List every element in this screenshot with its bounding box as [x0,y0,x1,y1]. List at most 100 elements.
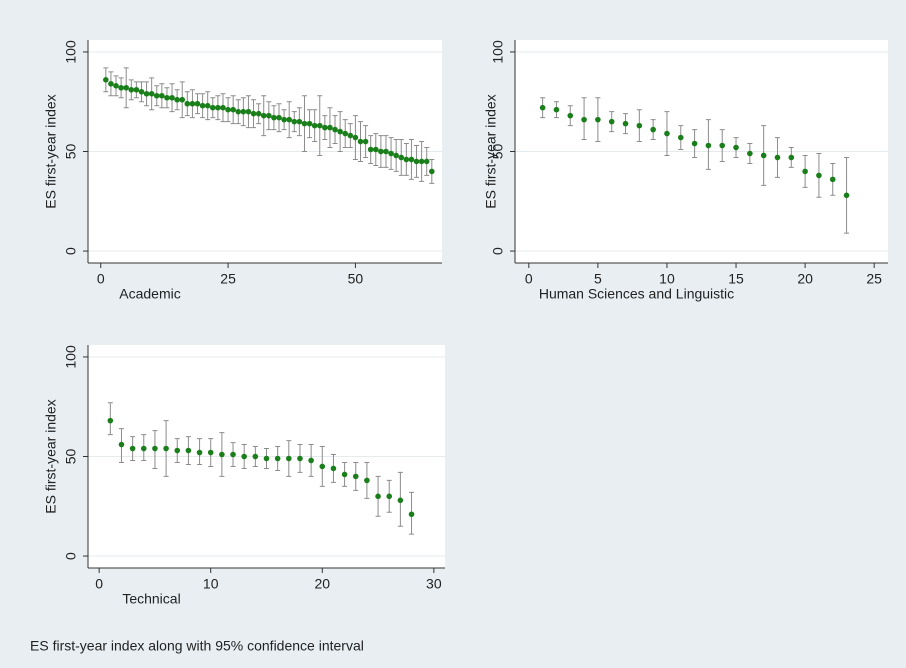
y-tick-label: 100 [490,40,506,64]
point [705,142,712,149]
point [174,447,181,454]
point [802,168,808,175]
point [140,445,147,452]
point [664,130,670,137]
point [286,455,292,462]
point [296,118,303,125]
point [185,447,192,454]
point [164,94,170,101]
point [245,108,252,115]
point [129,445,136,452]
point [327,124,333,131]
point [133,86,140,93]
point [199,102,206,109]
point [235,108,242,115]
point [225,106,231,113]
y-tick-label: 100 [63,40,79,64]
x-tick-label: 10 [203,576,219,592]
point [230,106,236,113]
point [174,96,180,103]
x-axis-label: Academic [119,286,180,302]
point [276,114,282,121]
point [107,417,114,424]
point [316,122,323,129]
point [429,168,435,175]
point [393,152,399,159]
point [274,455,281,462]
point [184,100,191,107]
point [342,130,349,137]
point [266,112,272,119]
point [194,100,201,107]
point [219,451,225,458]
point [143,90,150,97]
x-tick-label: 20 [797,271,813,287]
y-tick-label: 0 [63,247,79,255]
point [286,116,292,123]
y-tick-label: 0 [63,552,79,560]
x-tick-label: 5 [594,271,602,287]
point [397,497,404,504]
point [220,104,226,111]
point [291,118,298,125]
point [367,146,374,153]
point [398,154,405,161]
point [362,138,369,145]
point [733,144,739,151]
point [388,150,394,157]
point [241,453,247,460]
point [204,102,211,109]
point [301,120,308,127]
x-tick-label: 10 [659,271,675,287]
point [383,148,389,155]
y-axis-label: ES first-year index [43,94,59,208]
point [159,92,165,99]
x-tick-label: 15 [728,271,744,287]
point [271,114,277,121]
y-tick-label: 50 [63,449,79,465]
point [364,477,370,484]
point [297,455,303,462]
point [332,126,338,133]
point [386,493,393,500]
point [418,158,425,165]
point [347,132,354,139]
point [138,88,145,95]
note: ES first-year index along with 95% confi… [30,638,364,654]
point [148,90,155,97]
point [252,453,259,460]
point [103,77,109,83]
point [581,116,587,123]
point [108,81,114,87]
point [408,511,415,518]
point [255,110,262,117]
point [240,108,247,115]
point [423,158,430,165]
point [677,134,684,141]
point [311,122,318,129]
point [595,116,601,123]
point [636,122,643,129]
point [163,445,169,452]
x-tick-label: 0 [525,271,533,287]
point [375,493,381,500]
point [337,128,343,135]
point [372,146,379,153]
point [153,92,160,99]
point [230,451,236,458]
x-tick-label: 50 [348,271,364,287]
point [341,471,348,478]
point [209,104,216,111]
point [308,457,314,464]
point [215,104,221,111]
point [169,94,175,101]
point [113,82,119,89]
x-tick-label: 0 [97,271,105,287]
point [179,96,186,103]
y-axis-label: ES first-year index [483,94,499,208]
point [747,150,753,157]
point [207,449,214,456]
point [408,156,415,163]
point [330,465,337,472]
point [250,110,257,117]
